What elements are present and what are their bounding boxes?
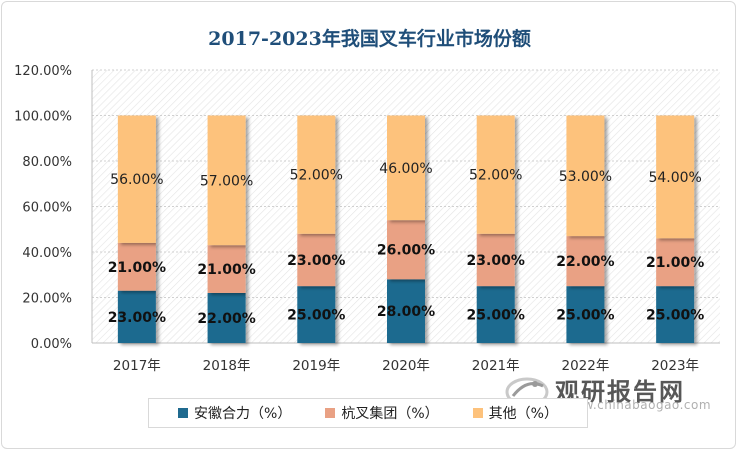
bar-segment	[297, 115, 336, 234]
data-label: 46.00%	[379, 161, 432, 177]
data-label: 21.00%	[108, 260, 166, 276]
y-tick-label: 60.00%	[22, 201, 72, 216]
data-label: 54.00%	[648, 170, 701, 186]
bar-segment	[387, 279, 425, 343]
y-tick-label: 20.00%	[22, 292, 72, 307]
x-tick-label: 2019年	[292, 358, 340, 374]
legend-item: 安徽合力（%）	[178, 403, 291, 423]
bar-segment	[297, 286, 336, 343]
bar-segment	[656, 238, 695, 287]
legend-swatch	[178, 408, 189, 418]
x-tick-label: 2017年	[113, 358, 161, 374]
y-tick-label: 120.00%	[14, 64, 72, 79]
x-tick-label: 2020年	[382, 358, 430, 374]
data-label: 21.00%	[197, 262, 255, 278]
legend-label: 安徽合力（%）	[194, 406, 292, 422]
y-tick-label: 80.00%	[22, 155, 72, 170]
legend-label: 杭叉集团（%）	[341, 406, 439, 422]
bar-segment	[656, 115, 695, 239]
chart-title: 2017-2023年我国叉车行业市场份额	[208, 28, 531, 50]
x-tick-label: 2023年	[651, 358, 699, 374]
data-label: 25.00%	[646, 308, 704, 324]
legend-item: 其他（%）	[472, 403, 558, 423]
bar-segment	[476, 115, 515, 234]
watermark: 观研报告网 www.chinabaogao.com	[505, 372, 730, 412]
legend-item: 杭叉集团（%）	[325, 403, 439, 423]
data-label: 23.00%	[287, 253, 345, 269]
bar-segment	[656, 286, 695, 343]
data-label: 52.00%	[290, 168, 343, 184]
x-tick-label: 2018年	[203, 358, 251, 374]
bar-segment	[207, 115, 246, 246]
data-label: 57.00%	[200, 173, 253, 189]
bar-segment	[117, 115, 156, 243]
data-label: 26.00%	[377, 243, 435, 259]
y-tick-label: 0.00%	[31, 337, 72, 352]
data-label: 23.00%	[108, 310, 166, 326]
bar-segment	[566, 115, 605, 237]
x-tick-label: 2022年	[561, 358, 609, 374]
bar-segment	[476, 286, 515, 343]
data-label: 52.00%	[469, 168, 522, 184]
bar-segment	[117, 290, 156, 343]
bar-segment	[476, 233, 515, 287]
data-label: 25.00%	[556, 308, 614, 324]
data-label: 25.00%	[287, 308, 345, 324]
data-label: 25.00%	[467, 308, 525, 324]
bar-segment	[566, 236, 605, 287]
legend-swatch	[325, 408, 336, 418]
bar-segment	[387, 115, 425, 221]
y-tick-label: 100.00%	[14, 110, 72, 125]
y-tick-label: 40.00%	[22, 246, 72, 261]
data-label: 53.00%	[559, 169, 612, 185]
bar-segment	[207, 245, 246, 293]
legend-swatch	[472, 408, 483, 418]
data-label: 21.00%	[646, 255, 704, 271]
data-label: 22.00%	[556, 254, 614, 270]
data-label: 22.00%	[197, 311, 255, 327]
bar-segment	[207, 292, 246, 343]
bar-segment	[566, 286, 605, 343]
x-tick-label: 2021年	[472, 358, 520, 374]
data-label: 23.00%	[467, 253, 525, 269]
legend: 安徽合力（%） 杭叉集团（%） 其他（%）	[148, 398, 588, 428]
data-label: 28.00%	[377, 304, 435, 320]
watermark-url: www.chinabaogao.com	[563, 398, 712, 412]
bar-segment	[297, 233, 336, 287]
data-label: 56.00%	[110, 172, 163, 188]
bar-segment	[387, 220, 425, 280]
bar-segment	[117, 242, 156, 291]
legend-label: 其他（%）	[488, 406, 558, 422]
